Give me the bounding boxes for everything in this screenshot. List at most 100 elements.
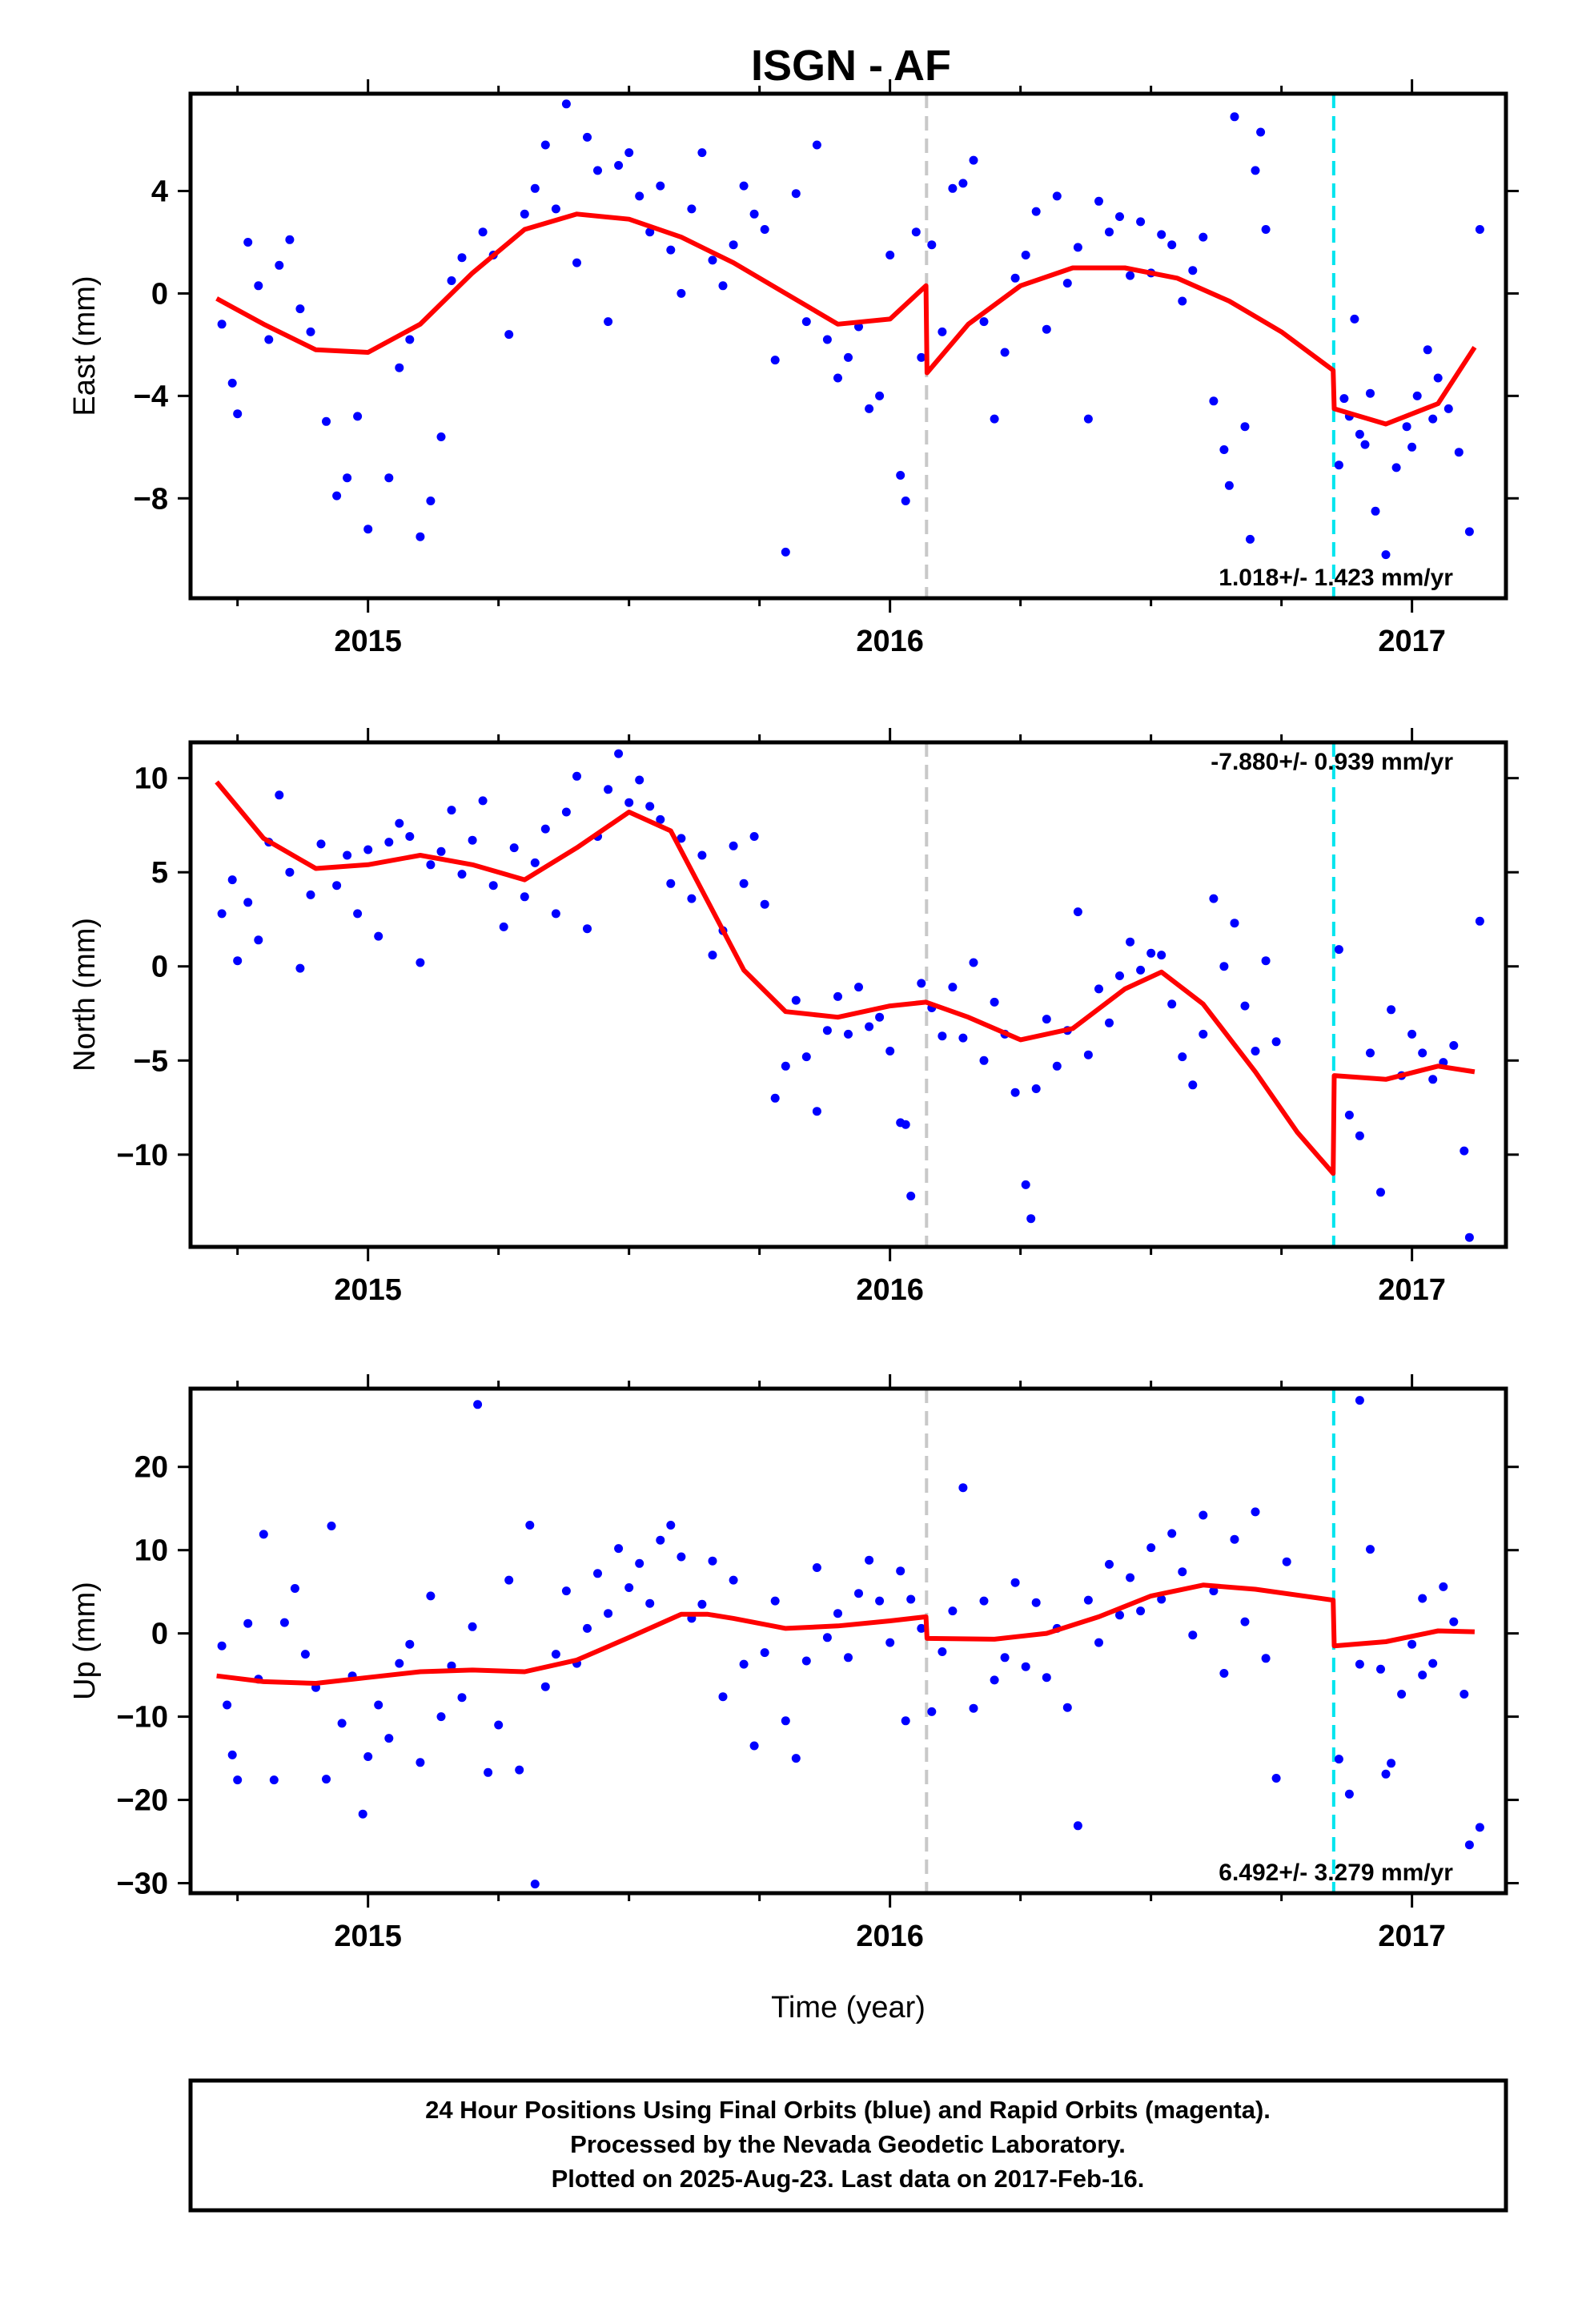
- data-points: [217, 749, 1484, 1242]
- data-point: [1271, 1037, 1281, 1047]
- data-point: [1167, 999, 1177, 1009]
- x-tick-label: 2015: [334, 625, 402, 658]
- y-axis-label: Up (mm): [68, 1582, 102, 1700]
- panel-north: 2015 2016 2017 10 5 0 −5 −10 North (mm) -7.880+/-…: [68, 728, 1519, 1307]
- data-point: [1261, 1654, 1271, 1663]
- data-point: [666, 879, 676, 888]
- data-point: [1402, 422, 1411, 432]
- data-point: [1407, 442, 1417, 452]
- data-point: [233, 409, 243, 419]
- data-point: [1282, 1557, 1291, 1566]
- data-points: [217, 1396, 1484, 1889]
- data-point: [1439, 1582, 1448, 1591]
- x-tick-label: 2015: [334, 1920, 402, 1953]
- data-point: [990, 414, 999, 424]
- data-point: [708, 1556, 717, 1566]
- data-point: [540, 1682, 550, 1691]
- data-point: [854, 983, 863, 992]
- data-point: [1157, 230, 1166, 239]
- data-point: [896, 471, 905, 480]
- data-point: [1178, 1052, 1187, 1062]
- x-tick-label: 2016: [856, 1920, 924, 1953]
- data-point: [1000, 1653, 1010, 1663]
- data-point: [1031, 207, 1041, 216]
- data-point: [520, 892, 529, 902]
- data-point: [416, 1758, 425, 1767]
- data-point: [739, 879, 749, 888]
- data-point: [906, 1192, 916, 1200]
- data-point: [614, 1544, 624, 1554]
- data-point: [604, 1609, 613, 1618]
- data-point: [635, 1558, 644, 1568]
- data-point: [1246, 534, 1255, 544]
- data-point: [561, 807, 571, 817]
- data-point: [812, 140, 821, 150]
- data-point: [1475, 1823, 1484, 1832]
- panel-up: 2015 2016 2017 20 10 0 −10 −20 −30 Up (mm) Time (y…: [68, 1374, 1519, 2024]
- data-point: [948, 1606, 958, 1616]
- y-tick-label: 10: [135, 1534, 168, 1568]
- data-point: [269, 1775, 279, 1785]
- data-point: [217, 1641, 227, 1651]
- data-point: [739, 1659, 749, 1669]
- data-point: [708, 951, 717, 960]
- footer-frame: [188, 2078, 1508, 2213]
- data-point: [958, 179, 968, 188]
- data-point: [363, 845, 373, 854]
- panels: 2015 2016 2017 4 0 −4 −8 East (mm) 1.018+/- 1.42…: [68, 79, 1519, 2024]
- data-point: [540, 140, 550, 150]
- data-point: [833, 373, 842, 383]
- data-point: [1031, 1598, 1041, 1607]
- data-point: [551, 204, 560, 214]
- data-point: [729, 1575, 738, 1585]
- data-point: [1418, 1048, 1427, 1058]
- data-point: [1021, 251, 1030, 259]
- data-point: [1464, 1232, 1474, 1242]
- data-point: [1381, 1769, 1391, 1779]
- data-point: [217, 320, 227, 329]
- data-point: [865, 1022, 874, 1031]
- y-tick-label: 0: [151, 1618, 168, 1651]
- data-point: [885, 1047, 895, 1055]
- data-point: [844, 352, 853, 362]
- data-point: [468, 1622, 477, 1631]
- data-point: [1355, 1131, 1364, 1140]
- data-point: [447, 1661, 456, 1671]
- data-point: [1219, 962, 1229, 971]
- model-fit-line: [216, 1582, 1475, 1686]
- data-point: [530, 1880, 540, 1889]
- y-tick-label: −8: [134, 482, 168, 516]
- data-point: [1115, 212, 1124, 221]
- data-point: [395, 363, 404, 372]
- data-point: [332, 491, 342, 501]
- data-point: [1073, 1821, 1082, 1831]
- data-point: [227, 1750, 237, 1759]
- data-point: [791, 995, 801, 1005]
- data-point: [896, 1566, 905, 1576]
- data-point: [770, 1093, 780, 1103]
- data-point: [1449, 1617, 1459, 1626]
- data-point: [624, 1583, 634, 1592]
- data-point: [478, 796, 488, 806]
- data-point: [1126, 1573, 1135, 1582]
- data-point: [1449, 1041, 1459, 1050]
- data-point: [254, 935, 263, 945]
- data-point: [416, 532, 425, 541]
- data-point: [327, 1522, 336, 1530]
- plot-frame: [188, 740, 1508, 1249]
- data-point: [322, 416, 331, 426]
- data-point: [844, 1653, 853, 1663]
- data-point: [801, 1656, 811, 1666]
- data-point: [718, 281, 728, 291]
- data-point: [551, 1650, 560, 1659]
- data-point: [760, 899, 769, 909]
- footer-line-2: Processed by the Nevada Geodetic Laborat…: [570, 2130, 1126, 2158]
- data-point: [436, 1712, 446, 1722]
- data-point: [624, 798, 634, 807]
- data-point: [1230, 1534, 1239, 1544]
- y-axis-label: North (mm): [68, 918, 102, 1072]
- data-point: [1105, 1559, 1114, 1569]
- data-point: [1010, 273, 1020, 283]
- rate-label: 6.492+/- 3.279 mm/yr: [1219, 1860, 1453, 1886]
- data-point: [1062, 1703, 1072, 1712]
